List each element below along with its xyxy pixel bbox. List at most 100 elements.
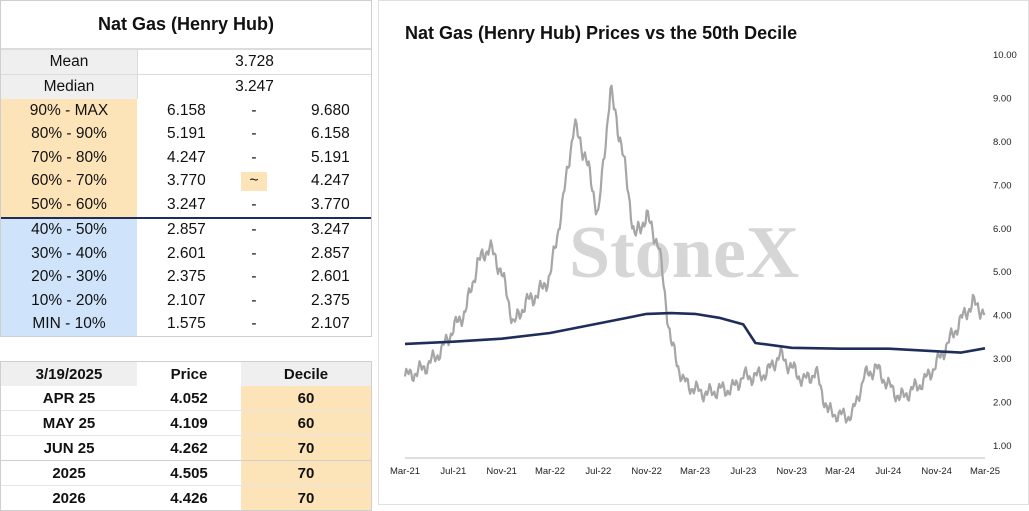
left-panel: Nat Gas (Henry Hub) Mean 3.728 Median 3.… [0, 0, 372, 511]
x-tick-label: Jul-22 [585, 466, 611, 477]
y-tick-label: 5.00 [993, 267, 1012, 278]
contract-name: APR 25 [42, 389, 96, 407]
header-date: 3/19/2025 [1, 362, 137, 386]
decile-row: 20% - 30% 2.375 - 2.601 [1, 265, 371, 289]
decile-label: 30% - 40% [1, 242, 137, 266]
decile-row: 60% - 70% 3.770 ~4.247 [1, 169, 371, 193]
price-table: 3/19/2025 Price Decile APR 25 4.052 60 MAY … [0, 361, 372, 511]
decile-separator: - [251, 148, 257, 166]
decile-label: 50% - 60% [1, 193, 137, 217]
decile-separator: - [251, 244, 257, 262]
chart-title: Nat Gas (Henry Hub) Prices vs the 50th D… [405, 23, 798, 43]
price-row: JUN 25 4.262 70 [1, 435, 371, 460]
decile-table: Nat Gas (Henry Hub) Mean 3.728 Median 3.… [0, 0, 372, 337]
decile-low: 2.107 [167, 291, 206, 309]
x-tick-label: Mar-23 [680, 466, 710, 477]
decile-label: 70% - 80% [1, 146, 137, 170]
decile-separator: - [251, 291, 257, 309]
decile-low: 3.770 [167, 172, 206, 190]
contract-price: 4.052 [170, 389, 208, 407]
mean-value: 3.728 [235, 53, 274, 70]
decile-high: 4.247 [311, 172, 350, 190]
x-tick-label: Jul-21 [440, 466, 466, 477]
decile-high: 5.191 [311, 148, 350, 166]
price-row: 2025 4.505 70 [1, 460, 371, 485]
decile-label: 20% - 30% [1, 265, 137, 289]
price-chart: StoneX 1.00 2.00 3.00 4.00 5.00 6.00 7.00 8.00 9.… [390, 50, 1017, 477]
decile-separator: - [251, 125, 257, 143]
contract-price: 4.426 [170, 489, 208, 507]
decile-low: 2.375 [167, 268, 206, 286]
contract-price: 4.109 [170, 414, 208, 432]
x-tick-label: Jul-23 [730, 466, 756, 477]
decile-high: 3.247 [311, 221, 350, 239]
median-label: Median [1, 75, 138, 99]
decile-low: 6.158 [167, 101, 206, 119]
contract-name: JUN 25 [43, 439, 95, 457]
chart-panel: StoneX 1.00 2.00 3.00 4.00 5.00 6.00 7.00 8.00 9.… [378, 0, 1029, 505]
decile-rows: 90% - MAX 6.158 - 9.680 80% - 90% 5.191 - 6.158… [1, 99, 371, 336]
decile-high: 2.857 [311, 244, 350, 262]
decile-row: MIN - 10% 1.575 - 2.107 [1, 312, 371, 336]
contract-decile: 60 [241, 411, 371, 435]
decile-label: 80% - 90% [1, 122, 137, 146]
y-tick-label: 9.00 [993, 93, 1012, 104]
x-tick-label: Nov-23 [776, 466, 807, 477]
x-tick-label: Mar-25 [970, 466, 1000, 477]
y-tick-label: 4.00 [993, 311, 1012, 322]
header-decile: Decile [241, 362, 371, 386]
decile-low: 3.247 [167, 195, 206, 213]
contract-decile: 60 [241, 386, 371, 410]
decile-low: 4.247 [167, 148, 206, 166]
decile-low: 1.575 [167, 315, 206, 333]
y-tick-label: 10.00 [993, 50, 1017, 61]
decile-label: 90% - MAX [1, 99, 137, 123]
decile-label: 40% - 50% [1, 218, 137, 242]
decile-row: 70% - 80% 4.247 - 5.191 [1, 146, 371, 170]
contract-price: 4.262 [170, 439, 208, 457]
y-tick-label: 2.00 [993, 398, 1012, 409]
decile-high: 3.770 [311, 195, 350, 213]
x-tick-label: Nov-21 [486, 466, 517, 477]
decile-series-line [404, 311, 986, 354]
header-price: Price [170, 365, 208, 383]
decile-separator: ~ [241, 171, 267, 191]
decile-separator: - [251, 268, 257, 286]
contract-name: 2025 [52, 464, 86, 482]
price-row: 2026 4.426 70 [1, 485, 371, 510]
x-tick-label: Nov-22 [631, 466, 662, 477]
decile-label: MIN - 10% [1, 312, 137, 336]
price-series-line [403, 84, 986, 424]
y-tick-label: 8.00 [993, 137, 1012, 148]
decile-row: 50% - 60% 3.247 - 3.770 [1, 193, 371, 217]
y-tick-label: 6.00 [993, 224, 1012, 235]
decile-low: 2.601 [167, 244, 206, 262]
decile-label: 60% - 70% [1, 169, 137, 193]
decile-high: 2.375 [311, 291, 350, 309]
decile-separator: - [251, 221, 257, 239]
y-tick-label: 7.00 [993, 180, 1012, 191]
decile-row: 10% - 20% 2.107 - 2.375 [1, 289, 371, 313]
contract-decile: 70 [241, 461, 371, 485]
mean-row: Mean 3.728 [1, 49, 371, 74]
median-value: 3.247 [235, 78, 274, 95]
decile-low: 5.191 [167, 125, 206, 143]
y-tick-label: 1.00 [993, 441, 1012, 452]
decile-row: 80% - 90% 5.191 - 6.158 [1, 122, 371, 146]
contract-name: MAY 25 [42, 414, 96, 432]
decile-separator: - [251, 315, 257, 333]
decile-low: 2.857 [167, 221, 206, 239]
decile-high: 2.107 [311, 315, 350, 333]
price-table-header: 3/19/2025 Price Decile [1, 362, 371, 386]
price-row: APR 25 4.052 60 [1, 386, 371, 410]
price-rows: APR 25 4.052 60 MAY 25 4.109 60 JUN 25 4.262 70 2… [1, 386, 371, 510]
contract-name: 2026 [52, 489, 86, 507]
x-tick-label: Jul-24 [875, 466, 901, 477]
contract-price: 4.505 [170, 464, 208, 482]
decile-table-title: Nat Gas (Henry Hub) [1, 1, 371, 49]
x-tick-label: Mar-22 [535, 466, 565, 477]
decile-label: 10% - 20% [1, 289, 137, 313]
x-tick-label: Mar-21 [390, 466, 420, 477]
decile-separator: - [251, 101, 257, 119]
decile-high: 9.680 [311, 101, 350, 119]
